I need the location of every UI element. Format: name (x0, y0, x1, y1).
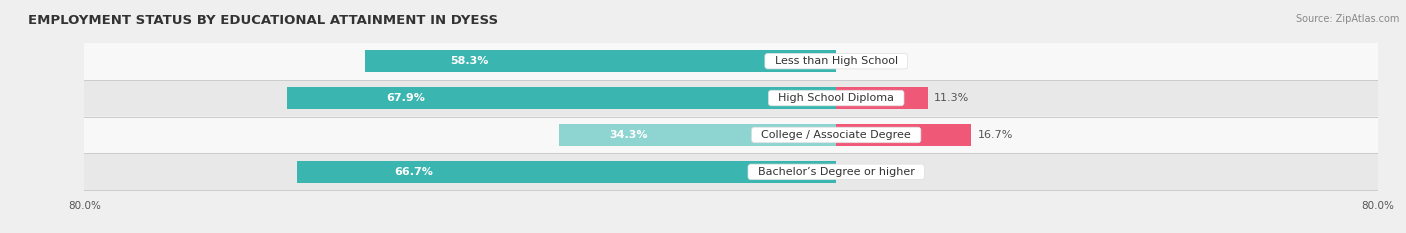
Bar (837, 124, 972, 146)
Text: 0.0%: 0.0% (842, 56, 870, 66)
Bar (297, 161, 837, 183)
Text: Bachelor’s Degree or higher: Bachelor’s Degree or higher (751, 167, 922, 177)
Text: College / Associate Degree: College / Associate Degree (755, 130, 918, 140)
Text: 11.3%: 11.3% (934, 93, 969, 103)
Text: 67.9%: 67.9% (387, 93, 425, 103)
Bar (84, 80, 1378, 116)
Text: EMPLOYMENT STATUS BY EDUCATIONAL ATTAINMENT IN DYESS: EMPLOYMENT STATUS BY EDUCATIONAL ATTAINM… (28, 14, 498, 27)
Text: 58.3%: 58.3% (450, 56, 488, 66)
Bar (84, 43, 1378, 80)
Bar (287, 87, 837, 109)
Text: Source: ZipAtlas.com: Source: ZipAtlas.com (1295, 14, 1399, 24)
Text: 34.3%: 34.3% (609, 130, 647, 140)
Bar (560, 124, 837, 146)
Text: 66.7%: 66.7% (394, 167, 433, 177)
Bar (837, 87, 928, 109)
Text: 0.0%: 0.0% (842, 167, 870, 177)
Bar (366, 50, 837, 72)
Text: High School Diploma: High School Diploma (772, 93, 901, 103)
Bar (84, 116, 1378, 153)
Text: Less than High School: Less than High School (768, 56, 905, 66)
Bar (84, 153, 1378, 190)
Text: 16.7%: 16.7% (977, 130, 1014, 140)
